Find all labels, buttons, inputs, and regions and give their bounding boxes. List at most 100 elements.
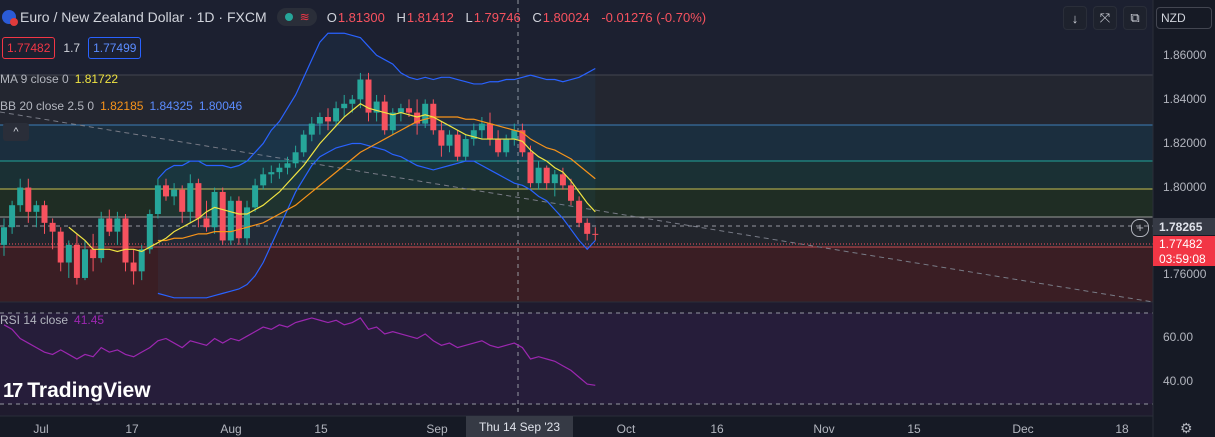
settings-gear-icon[interactable]: ⚙ <box>1180 420 1193 436</box>
candle-body <box>308 123 315 135</box>
candle[interactable] <box>478 117 485 140</box>
candle[interactable] <box>292 145 299 168</box>
market-status-pill[interactable]: ≋ <box>276 8 317 26</box>
candle[interactable] <box>527 145 534 188</box>
candle[interactable] <box>33 200 40 228</box>
rsi-legend[interactable]: RSI 14 close 41.45 <box>0 310 110 330</box>
candle[interactable] <box>341 94 348 118</box>
candle[interactable] <box>65 240 72 278</box>
candle[interactable] <box>308 117 315 142</box>
candle[interactable] <box>373 94 380 122</box>
collapse-legend-icon[interactable]: ^ <box>3 123 29 141</box>
candle[interactable] <box>495 130 502 157</box>
candle[interactable] <box>219 187 226 245</box>
candle[interactable] <box>179 185 186 223</box>
candle[interactable] <box>57 227 64 272</box>
candle[interactable] <box>487 112 493 146</box>
symbol-title[interactable]: Euro / New Zealand Dollar · 1D · FXCM <box>20 9 267 25</box>
candle[interactable] <box>462 134 469 162</box>
tradingview-logo[interactable]: 17 TradingView <box>3 378 151 404</box>
candle[interactable] <box>438 121 445 157</box>
candle[interactable] <box>325 108 331 131</box>
candle[interactable] <box>535 161 542 190</box>
candle-body <box>9 205 16 228</box>
last-price-badge: 1.77482 <box>1153 236 1215 251</box>
candle[interactable] <box>211 187 218 234</box>
candle[interactable] <box>9 200 16 234</box>
candle[interactable] <box>511 123 518 146</box>
candle[interactable] <box>333 101 340 126</box>
candle[interactable] <box>130 249 137 285</box>
candle[interactable] <box>568 178 574 206</box>
candle[interactable] <box>357 72 364 109</box>
candle[interactable] <box>300 130 307 157</box>
candle[interactable] <box>73 233 80 285</box>
candle[interactable] <box>187 174 194 223</box>
candle[interactable] <box>227 196 234 245</box>
candle[interactable] <box>122 214 129 272</box>
trendline[interactable] <box>0 111 1154 303</box>
candle[interactable] <box>90 233 97 272</box>
candle[interactable] <box>584 218 591 241</box>
candle[interactable] <box>406 99 412 118</box>
candle[interactable] <box>260 167 267 190</box>
candle-body <box>292 152 299 164</box>
candle[interactable] <box>454 130 461 162</box>
candle[interactable] <box>559 167 566 190</box>
candle[interactable] <box>98 211 105 263</box>
candle[interactable] <box>551 169 558 197</box>
candle[interactable] <box>17 178 24 212</box>
candle[interactable] <box>252 178 259 212</box>
ma-legend[interactable]: MA 9 close 0 1.81722 <box>0 69 124 89</box>
candle-body <box>511 130 518 140</box>
candle[interactable] <box>82 240 88 281</box>
buy-button[interactable]: 1.77499 <box>88 37 142 59</box>
candle[interactable] <box>138 244 145 281</box>
candle[interactable] <box>576 196 583 228</box>
candle[interactable] <box>114 211 121 245</box>
candle[interactable] <box>41 200 48 234</box>
candle[interactable] <box>503 134 510 157</box>
candle[interactable] <box>195 178 202 228</box>
candle[interactable] <box>1 218 7 256</box>
candle-body <box>268 172 275 175</box>
time-tick: 16 <box>710 422 724 436</box>
candle[interactable] <box>422 99 429 129</box>
candle-body <box>130 262 137 272</box>
candle[interactable] <box>284 156 291 175</box>
add-alert-plus-icon[interactable]: + <box>1131 219 1149 237</box>
candle-body <box>543 167 550 184</box>
candle[interactable] <box>446 130 453 153</box>
candle[interactable] <box>592 227 599 241</box>
candle[interactable] <box>244 200 250 245</box>
candle[interactable] <box>389 108 396 135</box>
candle[interactable] <box>470 123 477 146</box>
candle[interactable] <box>49 218 56 250</box>
bb-legend[interactable]: BB 20 close 2.5 0 1.82185 1.84325 1.8004… <box>0 96 248 116</box>
candle[interactable] <box>163 178 169 201</box>
fullscreen-icon[interactable]: ⤧ <box>1093 6 1117 30</box>
candle-body <box>414 112 421 124</box>
crosshair-date-label: Thu 14 Sep '23 <box>466 416 573 437</box>
candle[interactable] <box>381 94 388 135</box>
candle[interactable] <box>235 196 242 245</box>
candle[interactable] <box>203 200 210 232</box>
candle[interactable] <box>106 209 113 237</box>
candle-body <box>438 130 445 146</box>
candle[interactable] <box>365 72 372 122</box>
candle[interactable] <box>146 209 153 254</box>
candle[interactable] <box>543 165 550 190</box>
candle[interactable] <box>276 163 283 179</box>
candle[interactable] <box>316 112 323 135</box>
candle[interactable] <box>154 178 161 219</box>
sell-button[interactable]: 1.77482 <box>2 37 56 59</box>
ohlc-key-low: L <box>465 9 473 25</box>
candle[interactable] <box>171 183 178 206</box>
snapshot-icon[interactable]: ⧉ <box>1123 6 1147 30</box>
candle[interactable] <box>268 165 275 184</box>
candle-body <box>65 244 72 263</box>
candle[interactable] <box>25 178 32 223</box>
scroll-down-icon[interactable]: ↓ <box>1063 6 1087 30</box>
currency-selector[interactable]: NZD <box>1156 7 1212 29</box>
